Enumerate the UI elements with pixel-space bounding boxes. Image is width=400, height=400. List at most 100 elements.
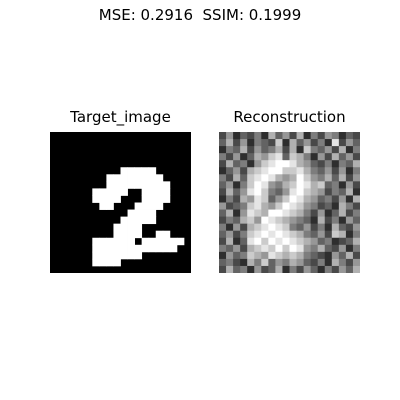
reconstruction-pixel (324, 139, 333, 147)
reconstruction-pixel (331, 188, 340, 196)
reconstruction-pixel (226, 188, 234, 196)
reconstruction-pixel (268, 265, 276, 273)
reconstruction-pixel (317, 258, 326, 267)
target-image-pixel (113, 244, 121, 253)
reconstruction-pixel (296, 181, 304, 189)
target-image-pixel (155, 237, 164, 246)
reconstruction-pixel (352, 223, 360, 232)
reconstruction-pixel (345, 132, 354, 140)
reconstruction-pixel (226, 202, 234, 210)
target-image-heatmap (50, 132, 191, 273)
target-image-pixel (99, 195, 107, 203)
figure-title: MSE: 0.2916 SSIM: 0.1999 (98, 6, 302, 24)
reconstruction-pixel (282, 258, 290, 267)
reconstruction-pixel (331, 244, 340, 253)
target-image-pixel (92, 258, 100, 267)
reconstruction-pixel (289, 146, 297, 154)
reconstruction-pixel (324, 223, 333, 232)
reconstruction-pixel (254, 167, 262, 175)
reconstruction-pixel (331, 265, 340, 273)
reconstruction-pixel (219, 223, 227, 232)
reconstruction-pixel (282, 209, 290, 217)
reconstruction-pixel (254, 132, 262, 140)
target-image-pixel (134, 216, 143, 225)
target-image-pixel (92, 244, 100, 253)
reconstruction-pixel (268, 146, 276, 154)
reconstruction-pixel (226, 223, 234, 232)
reconstruction-pixel (352, 132, 360, 140)
reconstruction-pixel (282, 223, 290, 232)
target-image-title: Target_image (70, 108, 171, 126)
reconstruction-pixel (268, 181, 276, 189)
reconstruction-pixel (338, 258, 347, 267)
target-image-pixel (162, 195, 171, 203)
reconstruction-pixel (275, 209, 283, 217)
target-image-pixel (141, 216, 150, 225)
reconstruction-pixel (345, 265, 354, 273)
reconstruction-pixel (289, 188, 297, 196)
reconstruction-pixel (275, 181, 283, 189)
reconstruction-pixel (345, 216, 354, 225)
reconstruction-pixel (317, 174, 326, 182)
reconstruction-pixel (289, 167, 297, 175)
target-image-pixel (106, 237, 114, 246)
reconstruction-pixel (331, 223, 340, 232)
reconstruction-pixel (268, 258, 276, 267)
target-image-pixel (169, 244, 178, 253)
reconstruction-pixel (289, 202, 297, 210)
reconstruction-pixel (275, 258, 283, 267)
reconstruction-pixel (268, 188, 276, 196)
reconstruction-pixel (233, 174, 241, 182)
target-image-pixel (120, 216, 128, 225)
reconstruction-pixel (324, 265, 333, 273)
reconstruction-pixel (338, 216, 347, 225)
reconstruction-pixel (331, 160, 340, 168)
reconstruction-pixel (317, 160, 326, 168)
reconstruction-pixel (303, 181, 312, 189)
reconstruction-pixel (233, 132, 241, 140)
reconstruction-pixel (219, 139, 227, 147)
reconstruction-pixel (282, 188, 290, 196)
reconstruction-pixel (331, 237, 340, 246)
reconstruction-pixel (275, 251, 283, 260)
target-image-pixel (162, 230, 171, 239)
reconstruction-pixel (303, 202, 312, 210)
reconstruction-pixel (254, 258, 262, 267)
reconstruction-pixel (352, 265, 360, 273)
target-image-pixel (162, 181, 171, 189)
reconstruction-pixel (268, 132, 276, 140)
reconstruction-pixel (296, 132, 304, 140)
reconstruction-pixel (296, 265, 304, 273)
target-image-pixel (127, 216, 135, 225)
target-image-pixel (106, 188, 114, 196)
target-image-pixel (106, 258, 114, 267)
reconstruction-pixel (282, 244, 290, 253)
reconstruction-pixel (261, 188, 269, 196)
target-image-pixel (120, 237, 128, 246)
reconstruction-pixel (338, 237, 347, 246)
reconstruction-pixel (240, 223, 248, 232)
reconstruction-pixel (296, 230, 304, 239)
reconstruction-pixel (310, 153, 319, 161)
reconstruction-pixel (331, 230, 340, 239)
reconstruction-pixel (233, 188, 241, 196)
reconstruction-pixel (261, 174, 269, 182)
reconstruction-pixel (219, 153, 227, 161)
reconstruction-pixel (254, 216, 262, 225)
reconstruction-pixel (268, 153, 276, 161)
reconstruction-pixel (261, 181, 269, 189)
target-image-pixel (113, 174, 121, 182)
reconstruction-pixel (254, 202, 262, 210)
reconstruction-pixel (352, 230, 360, 239)
reconstruction-pixel (268, 139, 276, 147)
reconstruction-pixel (331, 132, 340, 140)
reconstruction-pixel (275, 230, 283, 239)
target-image-pixel (127, 251, 135, 260)
reconstruction-pixel (254, 265, 262, 273)
reconstruction-pixel (338, 139, 347, 147)
reconstruction-pixel (261, 202, 269, 210)
reconstruction-pixel (219, 188, 227, 196)
reconstruction-pixel (219, 258, 227, 267)
reconstruction-pixel (219, 251, 227, 260)
reconstruction-pixel (317, 237, 326, 246)
